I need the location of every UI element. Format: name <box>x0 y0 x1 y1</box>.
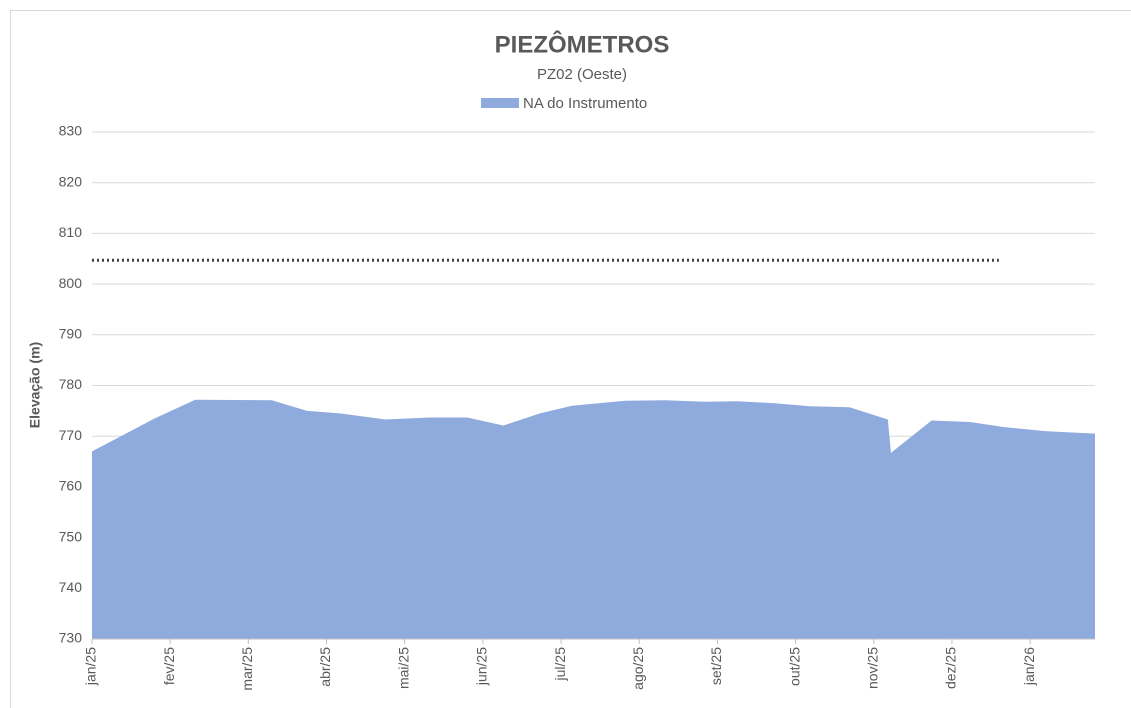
area <box>92 399 1095 639</box>
x-tick-label: jan/26 <box>1021 647 1037 686</box>
chart-title: PIEZÔMETROS <box>495 30 670 58</box>
y-tick-label: 740 <box>59 579 83 595</box>
x-tick-label: abr/25 <box>317 647 333 687</box>
legend-swatch <box>481 98 519 108</box>
chart-subtitle: PZ02 (Oeste) <box>537 66 627 83</box>
legend-label: NA do Instrumento <box>523 95 647 112</box>
x-tick-label: out/25 <box>786 647 802 686</box>
x-tick-label: dez/25 <box>943 647 959 689</box>
y-tick-label: 800 <box>59 275 83 291</box>
x-tick-label: mar/25 <box>239 647 255 691</box>
x-tick-label: ago/25 <box>630 647 646 690</box>
y-tick-label: 770 <box>59 427 83 443</box>
y-tick-label: 760 <box>59 478 83 494</box>
y-tick-label: 820 <box>59 173 83 189</box>
y-tick-label: 790 <box>59 326 83 342</box>
x-tick-label: fev/25 <box>161 647 177 685</box>
x-tick-label: jan/25 <box>83 647 99 686</box>
y-axis-label: Elevação (m) <box>27 342 43 428</box>
y-tick-label: 730 <box>59 630 83 646</box>
y-tick-label: 810 <box>59 224 83 240</box>
x-tick-label: jun/25 <box>474 647 490 686</box>
y-tick-label: 780 <box>59 376 83 392</box>
x-tick-label: set/25 <box>708 647 724 685</box>
x-tick-label: mai/25 <box>395 647 411 689</box>
x-tick-label: jul/25 <box>552 647 568 682</box>
y-tick-label: 830 <box>59 123 83 139</box>
x-tick-label: nov/25 <box>864 647 880 689</box>
y-tick-label: 750 <box>59 528 83 544</box>
